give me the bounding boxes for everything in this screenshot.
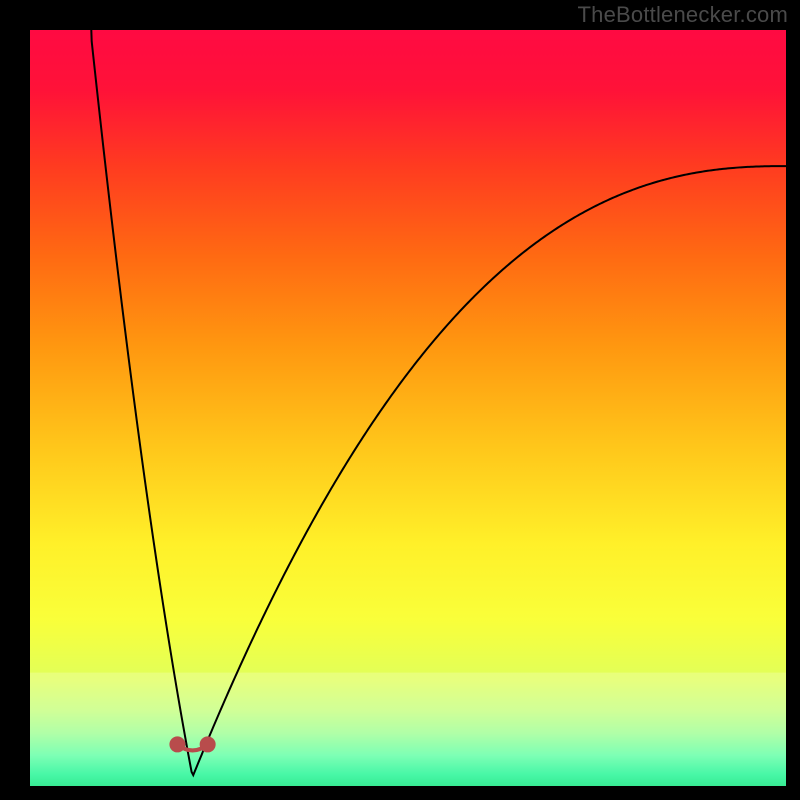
chart-container: TheBottlenecker.com [0, 0, 800, 800]
apex-marker [200, 736, 216, 752]
pale-band [30, 673, 786, 786]
watermark-text: TheBottlenecker.com [578, 2, 788, 28]
bottleneck-chart [0, 0, 800, 800]
apex-marker [169, 736, 185, 752]
